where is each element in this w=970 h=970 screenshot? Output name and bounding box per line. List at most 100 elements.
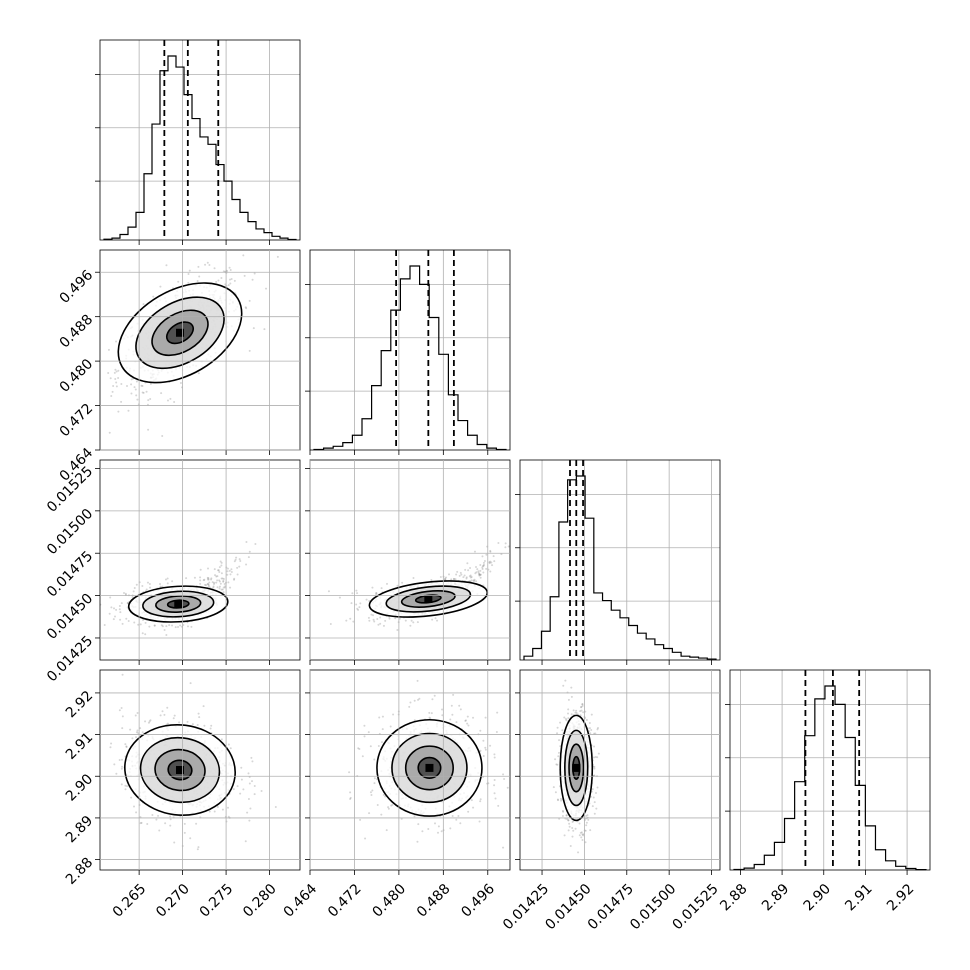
sample-point (227, 743, 230, 746)
x-tick-label: 0.265 (110, 881, 150, 921)
sample-point (494, 797, 497, 800)
sample-point (392, 713, 395, 716)
sample-point (464, 568, 467, 571)
sample-point (345, 619, 348, 622)
sample-point (570, 686, 573, 689)
sample-point (145, 588, 148, 591)
sample-point (135, 736, 138, 739)
sample-point (492, 555, 495, 558)
sample-point (245, 307, 248, 310)
sample-point (593, 745, 596, 748)
sample-point (126, 785, 129, 788)
histogram-0 (103, 55, 297, 241)
sample-point (567, 712, 570, 715)
panel-frame (99, 459, 301, 661)
sample-point (482, 739, 485, 742)
sample-point (495, 730, 498, 733)
sample-point (467, 569, 470, 572)
sample-point (478, 574, 481, 577)
sample-point (120, 602, 123, 605)
sample-point (581, 833, 584, 836)
sample-point (554, 758, 557, 761)
sample-point (570, 713, 573, 716)
sample-point (124, 788, 127, 791)
sample-point (126, 602, 129, 605)
sample-point (206, 576, 209, 579)
sample-point (163, 713, 166, 716)
sample-point (233, 279, 236, 282)
sample-point (228, 266, 231, 269)
sample-point (455, 818, 458, 821)
sample-point (384, 619, 387, 622)
sample-point (215, 280, 218, 283)
sample-point (482, 561, 485, 564)
sample-point (479, 729, 482, 732)
sample-point (238, 565, 241, 568)
sample-point (115, 385, 118, 388)
sample-point (460, 573, 463, 576)
sample-point (369, 791, 372, 794)
sample-point (141, 384, 144, 387)
sample-point (220, 276, 223, 279)
sample-point (222, 579, 225, 582)
y-tick-label: 0.472 (57, 401, 97, 441)
sample-point (481, 565, 484, 568)
sample-point (202, 579, 205, 582)
sample-point (459, 822, 462, 825)
x-tick-label: 0.280 (240, 881, 280, 921)
sample-point (210, 578, 213, 581)
sample-point (459, 571, 462, 574)
sample-point (367, 616, 370, 619)
sample-point (582, 833, 585, 836)
sample-point (451, 814, 454, 817)
sample-point (561, 729, 564, 732)
sample-point (380, 813, 383, 816)
sample-point (580, 709, 583, 712)
panel-axes-2-1 (305, 460, 510, 665)
sample-point (396, 584, 399, 587)
sample-point (235, 556, 238, 559)
x-tick-label: 2.90 (801, 881, 834, 914)
sample-point (173, 714, 176, 717)
sample-point (473, 578, 476, 581)
density-peak (572, 763, 581, 772)
sample-point (489, 549, 492, 552)
sample-point (230, 277, 233, 280)
sample-point (203, 578, 206, 581)
sample-point (593, 812, 596, 815)
sample-point (349, 796, 352, 799)
sample-point (591, 788, 594, 791)
sample-point (384, 795, 387, 798)
sample-point (222, 586, 225, 589)
sample-point (135, 380, 138, 383)
sample-point (197, 372, 200, 375)
sample-point (213, 581, 216, 584)
sample-point (375, 592, 378, 595)
sample-point (582, 834, 585, 837)
sample-point (580, 705, 583, 708)
sample-point (489, 570, 492, 573)
sample-point (111, 390, 114, 393)
sample-point (224, 586, 227, 589)
sample-point (444, 578, 447, 581)
sample-point (452, 693, 455, 696)
contour-line (385, 585, 472, 613)
sample-point (229, 269, 232, 272)
sample-point (385, 829, 388, 832)
sample-point (197, 265, 200, 268)
sample-point (206, 583, 209, 586)
sample-point (455, 721, 458, 724)
sample-point (427, 828, 430, 831)
sample-point (597, 752, 600, 755)
sample-point (127, 409, 130, 412)
sample-point (130, 383, 133, 386)
sample-point (482, 755, 485, 758)
sample-point (488, 562, 491, 565)
sample-point (219, 582, 222, 585)
sample-point (120, 400, 123, 403)
sample-point (473, 580, 476, 583)
sample-point (466, 715, 469, 718)
sample-point (482, 563, 485, 566)
sample-point (129, 728, 132, 731)
sample-point (561, 809, 564, 812)
